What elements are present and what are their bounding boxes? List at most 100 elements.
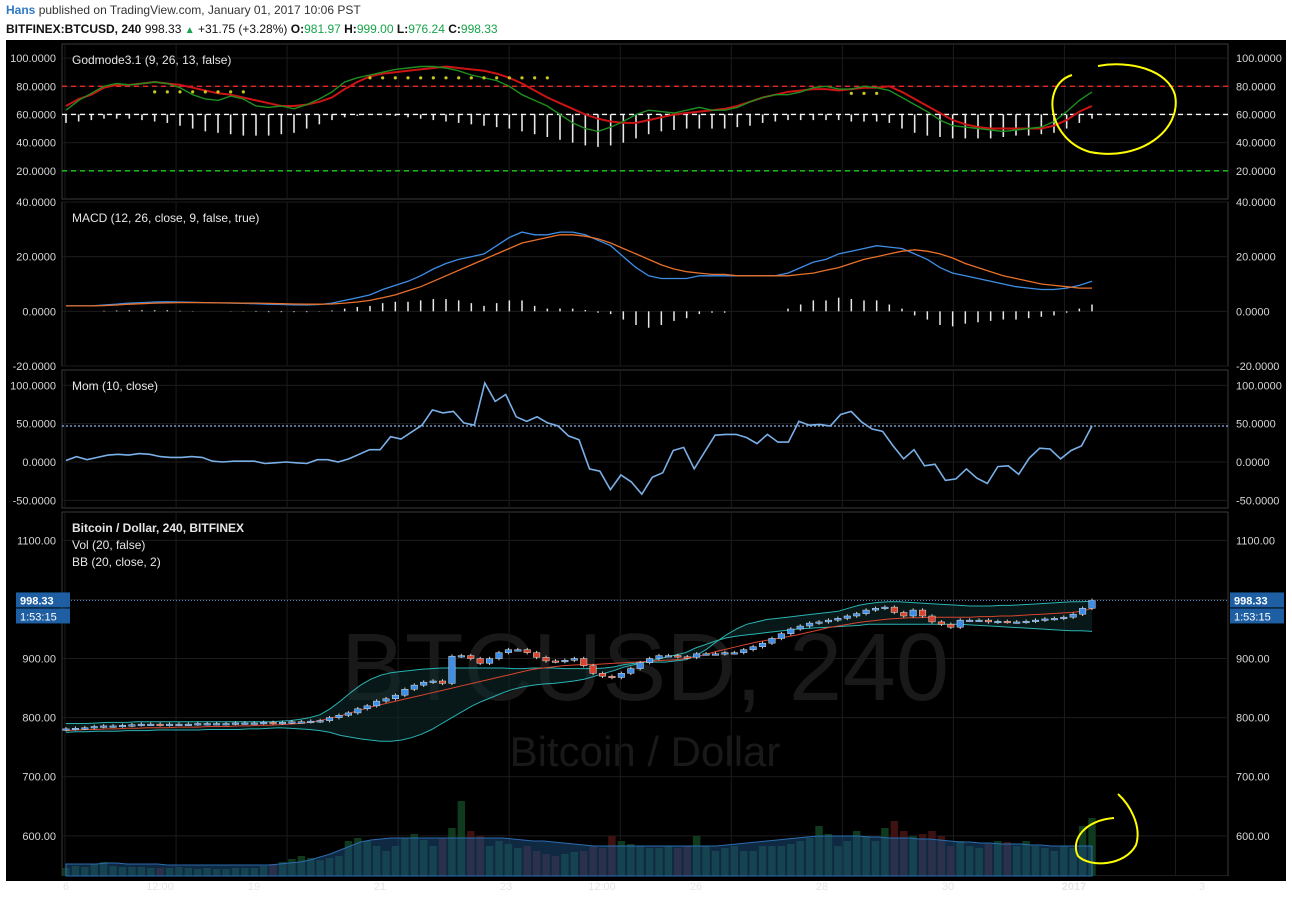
candle-body — [514, 649, 522, 652]
y-tick-right: 800.00 — [1236, 713, 1270, 725]
y-tick-right: 0.0000 — [1236, 457, 1270, 469]
candle-body — [777, 633, 785, 639]
godmode-signal-dot — [216, 90, 220, 94]
godmode-series-1-line — [65, 65, 1093, 130]
countdown-tag — [1230, 608, 1284, 624]
candle-body — [711, 653, 720, 656]
candle-body — [307, 720, 315, 723]
godmode-signal-dot — [191, 90, 195, 94]
candle-body — [853, 613, 861, 617]
countdown-label: 1:53:15 — [1234, 611, 1271, 623]
volume-title: Vol (20, false) — [72, 538, 145, 552]
open-value: 981.97 — [304, 22, 341, 36]
candle-body — [702, 653, 710, 656]
candle-body — [1013, 621, 1021, 624]
momentum-line — [65, 380, 1093, 496]
candle-body — [457, 655, 465, 658]
candle-body — [824, 619, 832, 623]
annotation-ellipse — [1051, 63, 1177, 155]
godmode-series-2-line — [65, 65, 1093, 133]
candle-body — [740, 649, 748, 653]
x-tick-label: 3 — [1199, 881, 1205, 893]
pane-2: 40.0000 40.0000 20.0000 20.0000 0.0000 0.0000… — [13, 197, 1280, 373]
symbol-line: BITFINEX:BTCUSD, 240 998.33 ▲ +31.75 (+3… — [6, 22, 498, 36]
y-tick-right: 80.0000 — [1236, 81, 1276, 93]
candle-body — [928, 615, 936, 623]
y-tick-left: 800.00 — [22, 713, 56, 725]
candle-body — [815, 621, 823, 624]
candle-body — [448, 655, 456, 684]
candle-body — [260, 722, 268, 725]
price-tag — [16, 592, 70, 608]
pane-4: 1100.001100.001000.001000.00900.00900.00… — [16, 511, 1276, 877]
price-tag-label: 998.33 — [20, 595, 54, 607]
y-tick-left: 20.0000 — [16, 252, 56, 264]
candle-body — [947, 624, 955, 628]
close-label: C: — [448, 22, 461, 36]
godmode-signal-dot — [241, 90, 245, 94]
godmode-signal-dot — [444, 76, 448, 80]
low-label: L: — [396, 22, 409, 36]
candle-body — [166, 723, 174, 726]
y-tick-left: -20.0000 — [13, 361, 56, 373]
candle-body — [975, 619, 983, 622]
candle-body — [589, 665, 597, 674]
godmode-signal-dot — [875, 91, 879, 95]
candle-body — [62, 728, 70, 731]
price-tag — [1230, 592, 1284, 608]
candle-body — [683, 656, 691, 659]
godmode-signal-dot — [229, 90, 233, 94]
x-tick-label: 12:00 — [146, 881, 174, 893]
x-tick-label: 23 — [500, 881, 512, 893]
candle-body — [646, 658, 654, 663]
candle-body — [344, 712, 352, 716]
x-tick-label: 12:00 — [588, 881, 616, 893]
candle-body — [297, 721, 305, 724]
candle-body — [834, 618, 842, 621]
candle-body — [636, 662, 644, 669]
godmode-signal-dot — [178, 90, 182, 94]
bb-title: BB (20, close, 2) — [72, 555, 161, 569]
y-tick-right: 900.00 — [1236, 654, 1270, 666]
y-tick-right: 40.0000 — [1236, 138, 1276, 150]
x-tick-label: 6 — [63, 881, 69, 893]
x-tick-label: 2017 — [1062, 881, 1086, 893]
candle-body — [749, 646, 757, 650]
y-tick-right: -50.0000 — [1236, 495, 1279, 507]
x-tick-label: 28 — [816, 881, 828, 893]
candle-body — [250, 722, 258, 725]
author-name[interactable]: Hans — [6, 3, 36, 17]
godmode-signal-dot — [520, 76, 524, 80]
candle-body — [984, 619, 992, 623]
candle-body — [420, 681, 428, 686]
candle-body — [900, 612, 908, 617]
candle-body — [881, 606, 889, 609]
candle-body — [730, 652, 738, 655]
candle-body — [1079, 608, 1087, 615]
bb-fill — [66, 601, 1092, 742]
y-tick-left: 1100.00 — [17, 535, 56, 547]
candle-body — [674, 655, 682, 658]
candle-body — [467, 655, 475, 659]
price-title: Bitcoin / Dollar, 240, BITFINEX — [72, 521, 244, 535]
y-tick-right: 40.0000 — [1236, 197, 1276, 209]
candle-body — [721, 652, 729, 655]
y-tick-left: 700.00 — [22, 772, 56, 784]
y-tick-right: 100.0000 — [1236, 380, 1282, 392]
candle-body — [937, 621, 945, 625]
y-tick-left: 0.0000 — [22, 457, 56, 469]
candle-body — [909, 609, 917, 617]
candle-body — [1088, 600, 1096, 609]
y-tick-right: 50.0000 — [1236, 419, 1276, 431]
time-axis[interactable]: 6 12:00 19 21 23 12:00 26 28 30 2017 3 — [63, 881, 1205, 893]
candle-body — [109, 725, 117, 728]
y-tick-left: 40.0000 — [16, 138, 56, 150]
y-tick-right: 1100.00 — [1236, 535, 1275, 547]
candle-body — [843, 615, 851, 619]
godmode-signal-dot — [545, 76, 549, 80]
y-tick-left: 0.0000 — [22, 306, 56, 318]
candle-body — [504, 649, 512, 653]
chart-header: Hans published on TradingView.com, Janua… — [6, 0, 1286, 40]
x-tick-label: 21 — [374, 881, 386, 893]
